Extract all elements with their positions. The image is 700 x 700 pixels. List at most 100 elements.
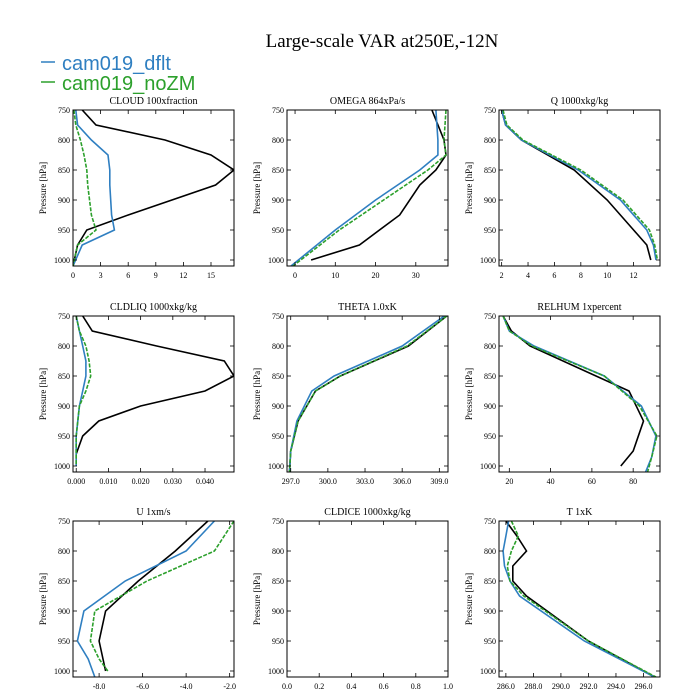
x-tick-label: 1.0: [443, 682, 453, 691]
series-line-2: [89, 521, 234, 672]
y-axis-label: Pressure [hPa]: [38, 162, 48, 214]
y-axis-label: Pressure [hPa]: [252, 368, 262, 420]
x-tick-label: 0.2: [314, 682, 324, 691]
y-tick-label: 1000: [268, 667, 284, 676]
series-line-2: [288, 316, 448, 472]
panel-3: CLDLIQ 1000xkg/kg Pressure [hPa] 750 800 850…: [38, 302, 235, 486]
x-tick-label: 20: [505, 477, 513, 486]
y-tick-label: 750: [484, 312, 496, 321]
y-axis-label: Pressure [hPa]: [38, 573, 48, 625]
x-tick-label: 288.0: [524, 682, 542, 691]
x-tick-label: 2: [500, 271, 504, 280]
y-tick-label: 800: [58, 547, 70, 556]
x-tick-label: 300.0: [319, 477, 337, 486]
x-tick-label: 0.8: [411, 682, 421, 691]
y-tick-label: 850: [484, 577, 496, 586]
y-tick-label: 750: [58, 312, 70, 321]
y-tick-label: 950: [58, 637, 70, 646]
plot-frame: [498, 109, 661, 267]
y-tick-label: 800: [272, 547, 284, 556]
y-tick-label: 950: [272, 637, 284, 646]
legend-label-nozm: cam019_noZM: [62, 73, 195, 95]
y-tick-label: 950: [58, 226, 70, 235]
y-tick-label: 900: [272, 607, 284, 616]
x-tick-label: 6: [126, 271, 130, 280]
panel-4: THETA 1.0xK Pressure [hPa] 750 800 850 900 950…: [252, 302, 449, 486]
panels: CLOUD 100xfraction Pressure [hPa] 750 800 85…: [38, 96, 661, 691]
x-tick-label: 15: [207, 271, 215, 280]
plot-frame: [72, 315, 235, 473]
x-tick-label: 3: [99, 271, 103, 280]
plot-frame: [72, 520, 235, 678]
panel-5: RELHUM 1xpercent Pressure [hPa] 750 800 850 9…: [464, 302, 661, 486]
panel-6: U 1xm/s Pressure [hPa] 750 800 850 900 950 1000…: [38, 507, 236, 691]
x-tick-label: 12: [179, 271, 187, 280]
x-tick-label: -8.0: [93, 682, 106, 691]
y-tick-label: 800: [58, 136, 70, 145]
x-tick-label: 9: [154, 271, 158, 280]
x-tick-label: 0.6: [379, 682, 389, 691]
y-tick-label: 800: [272, 136, 284, 145]
y-tick-label: 800: [484, 136, 496, 145]
x-tick-label: 80: [629, 477, 637, 486]
series-line-1: [502, 316, 657, 472]
y-tick-label: 850: [272, 166, 284, 175]
panel-title: T 1xK: [567, 507, 593, 518]
y-axis-label: Pressure [hPa]: [252, 162, 262, 214]
y-axis-label: Pressure [hPa]: [464, 368, 474, 420]
y-tick-label: 800: [58, 342, 70, 351]
y-tick-label: 950: [272, 226, 284, 235]
panel-title: CLDICE 1000xkg/kg: [324, 507, 410, 518]
y-axis-label: Pressure [hPa]: [464, 162, 474, 214]
x-tick-label: 10: [331, 271, 339, 280]
y-tick-label: 850: [58, 577, 70, 586]
y-tick-label: 1000: [54, 462, 70, 471]
panel-title: U 1xm/s: [136, 507, 170, 518]
plot-frame: [498, 315, 661, 473]
y-tick-label: 1000: [268, 462, 284, 471]
y-tick-label: 900: [484, 196, 496, 205]
x-tick-label: 294.0: [607, 682, 625, 691]
series-line-1: [290, 110, 439, 266]
plot-frame: [286, 520, 449, 678]
x-tick-label: 296.0: [634, 682, 652, 691]
panel-title: Q 1000xkg/kg: [551, 96, 609, 107]
y-tick-label: 750: [58, 106, 70, 115]
y-tick-label: 900: [58, 607, 70, 616]
y-tick-label: 1000: [268, 256, 284, 265]
panel-7: CLDICE 1000xkg/kg Pressure [hPa] 750 800 850…: [252, 507, 453, 691]
plot-frame: [498, 520, 661, 678]
x-tick-label: 290.0: [552, 682, 570, 691]
y-tick-label: 1000: [480, 462, 496, 471]
y-tick-label: 900: [58, 402, 70, 411]
y-tick-label: 1000: [54, 667, 70, 676]
y-tick-label: 750: [272, 312, 284, 321]
plot-frame: [286, 109, 449, 267]
panel-title: THETA 1.0xK: [338, 302, 397, 313]
y-tick-label: 750: [272, 106, 284, 115]
series-line-1: [500, 110, 657, 261]
plot-frame: [286, 315, 449, 473]
series-line-1: [75, 316, 87, 466]
y-tick-label: 850: [272, 372, 284, 381]
y-tick-label: 750: [272, 517, 284, 526]
x-tick-label: 40: [547, 477, 555, 486]
series-line-2: [73, 110, 97, 266]
panel-title: CLOUD 100xfraction: [109, 96, 197, 107]
panel-title: RELHUM 1xpercent: [537, 302, 621, 313]
plot-frame: [72, 109, 235, 267]
x-tick-label: 12: [630, 271, 638, 280]
y-tick-label: 800: [484, 547, 496, 556]
series-line-0: [500, 110, 652, 261]
x-tick-label: 0.040: [196, 477, 214, 486]
y-axis-label: Pressure [hPa]: [38, 368, 48, 420]
x-tick-label: -2.0: [223, 682, 236, 691]
x-tick-label: 0.4: [346, 682, 356, 691]
legend: cam019_dflt cam019_noZM: [41, 53, 195, 95]
x-tick-label: 286.0: [497, 682, 515, 691]
panel-title: OMEGA 864xPa/s: [330, 96, 405, 107]
series-line-1: [73, 110, 116, 266]
y-tick-label: 950: [484, 226, 496, 235]
